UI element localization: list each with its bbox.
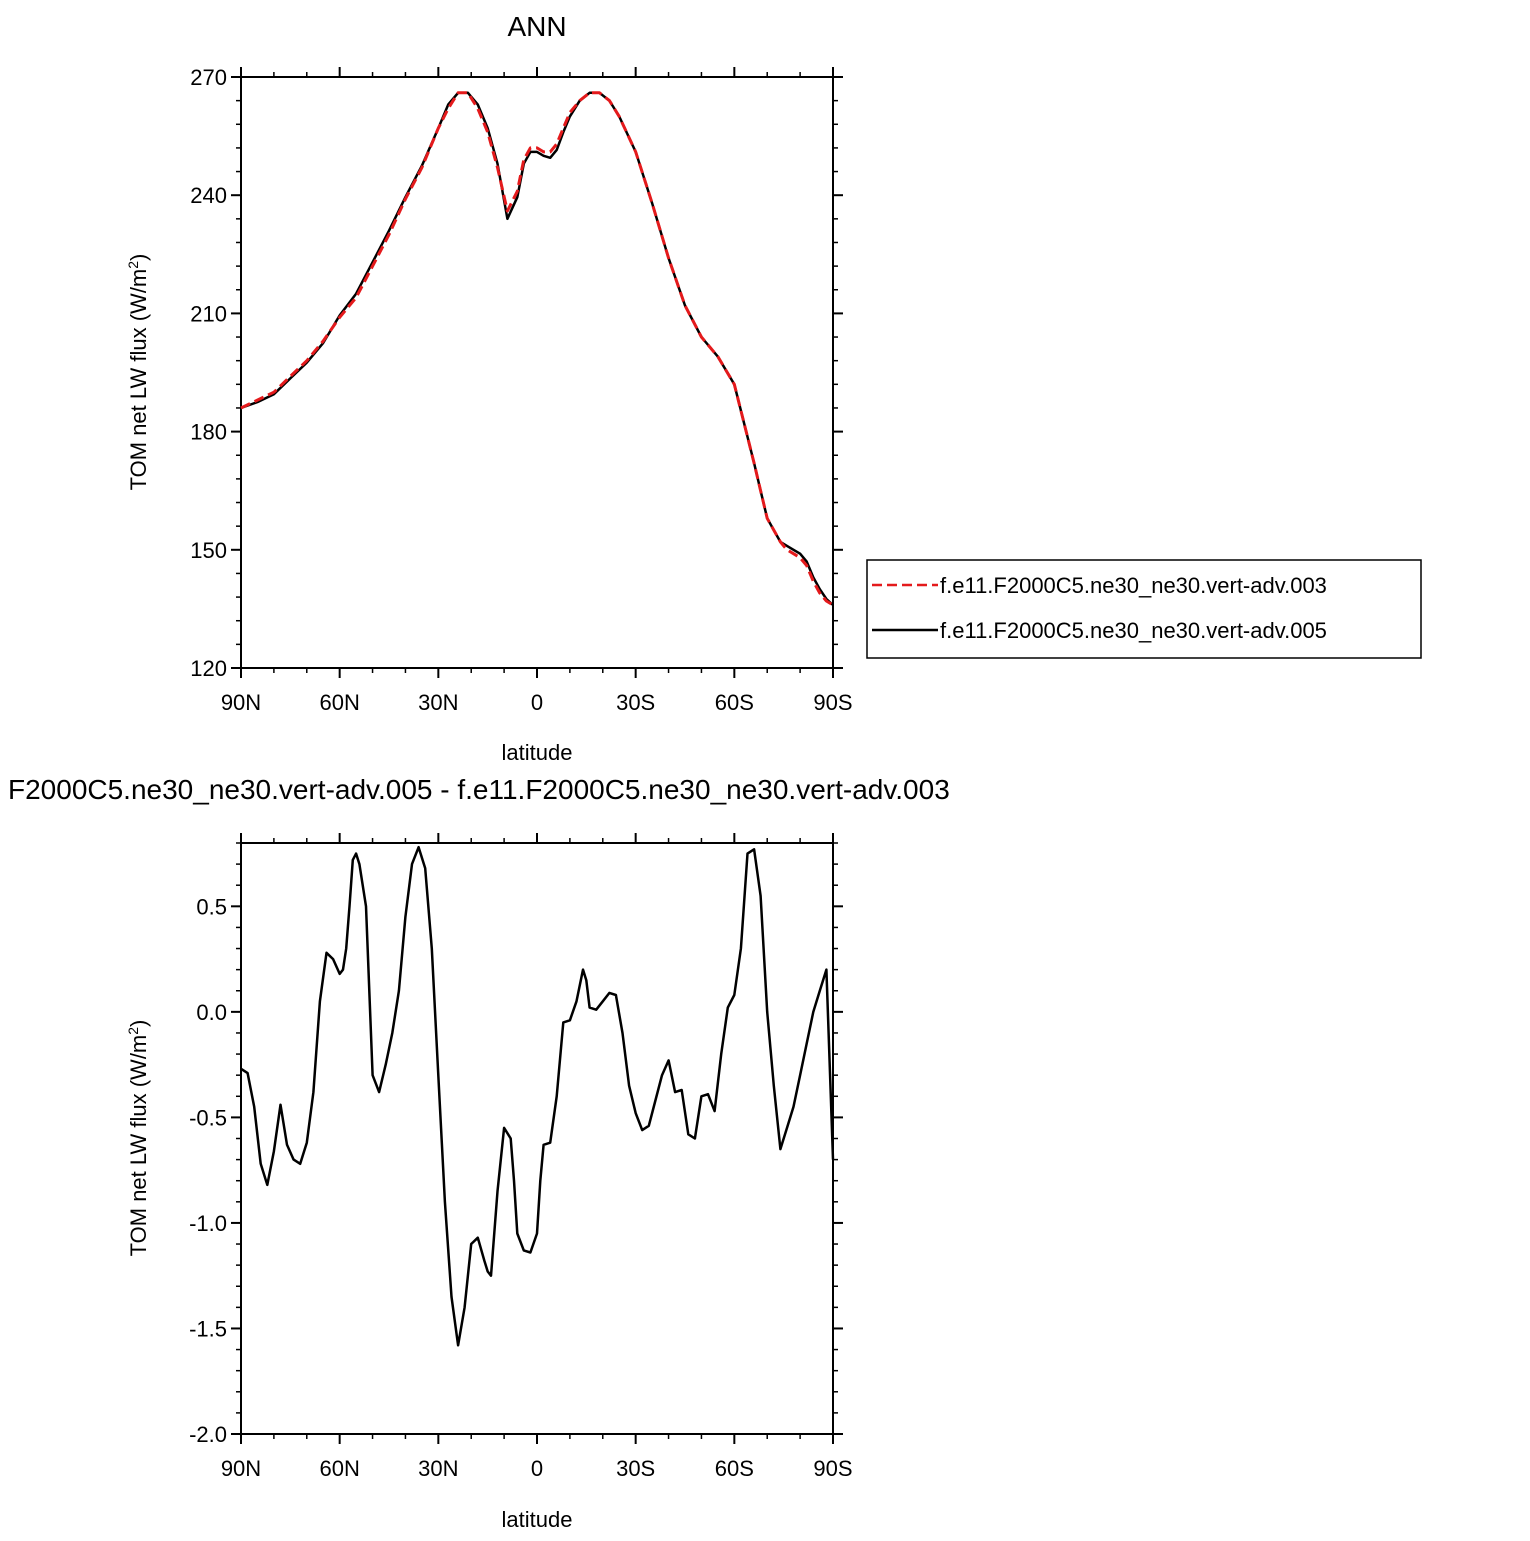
top-ytick-label: 270 [190, 65, 227, 90]
bottom-xtick-label: 30N [418, 1456, 458, 1481]
bottom-xtick-label: 30S [616, 1456, 655, 1481]
legend: f.e11.F2000C5.ne30_ne30.vert-adv.003 f.e… [866, 559, 1422, 659]
bottom-yaxis-title-tail: ) [126, 1020, 151, 1027]
top-xtick-label: 60N [319, 690, 359, 715]
bottom-xtick-label: 60N [319, 1456, 359, 1481]
top-ytick-label: 180 [190, 420, 227, 445]
top-xaxis-title: latitude [502, 740, 573, 765]
top-xtick-label: 30N [418, 690, 458, 715]
top-ytick-label: 120 [190, 656, 227, 681]
legend-box [866, 559, 1422, 659]
bottom-chart-title: F2000C5.ne30_ne30.vert-adv.005 - f.e11.F… [8, 774, 950, 805]
top-yaxis-title-tail: ) [126, 254, 151, 261]
bottom-xtick-label: 90N [221, 1456, 261, 1481]
top-yaxis-title-sup: 2 [125, 261, 141, 269]
top-ytick-label: 210 [190, 301, 227, 326]
legend-label-series-1: f.e11.F2000C5.ne30_ne30.vert-adv.003 [940, 573, 1327, 598]
bottom-yaxis-title-main: TOM net LW flux (W/m [126, 1035, 151, 1257]
bottom-ytick-label: 0.0 [196, 1000, 227, 1025]
bottom-series-line-1 [240, 845, 835, 1347]
top-series-lines [240, 91, 834, 607]
bottom-ytick-label: -1.0 [189, 1211, 227, 1236]
top-yaxis-title: TOM net LW flux (W/m2) [125, 254, 151, 491]
legend-label-series-2: f.e11.F2000C5.ne30_ne30.vert-adv.005 [940, 618, 1327, 643]
top-plot-frame [240, 76, 834, 669]
top-xtick-label: 90N [221, 690, 261, 715]
bottom-xtick-label: 60S [715, 1456, 754, 1481]
bottom-xtick-label: 0 [531, 1456, 543, 1481]
top-xtick-label: 30S [616, 690, 655, 715]
bottom-yaxis-title: TOM net LW flux (W/m2) [125, 1020, 151, 1257]
bottom-axis-ticks: 90N 60N 30N 0 30S 60S 90S -2.0 -1.5 -1.0 -0.5 0.0 0.… [189, 833, 853, 1481]
bottom-ytick-label: -2.0 [189, 1422, 227, 1447]
top-yaxis-title-main: TOM net LW flux (W/m [126, 269, 151, 491]
top-ytick-label: 240 [190, 183, 227, 208]
top-xtick-label: 90S [813, 690, 852, 715]
top-series-line-1 [240, 91, 834, 606]
top-xtick-label: 0 [531, 690, 543, 715]
bottom-ytick-label: -0.5 [189, 1105, 227, 1130]
bottom-plot-frame [240, 842, 834, 1435]
top-axis-ticks: 90N 60N 30N 0 30S 60S 90S 120 150 180 210 240 270 [190, 65, 852, 715]
top-xtick-label: 60S [715, 690, 754, 715]
top-chart-title: ANN [507, 11, 566, 42]
top-line-chart: ANN 90N 60N 30N 0 30S 60S 90S 120 150 180 210 240 27… [125, 11, 1422, 765]
bottom-yaxis-title-sup: 2 [125, 1027, 141, 1035]
top-ytick-label: 150 [190, 538, 227, 563]
bottom-xaxis-title: latitude [502, 1507, 573, 1532]
bottom-xtick-label: 90S [813, 1456, 852, 1481]
bottom-series-lines [240, 845, 835, 1347]
bottom-ytick-label: 0.5 [196, 894, 227, 919]
bottom-ytick-label: -1.5 [189, 1316, 227, 1341]
bottom-line-chart: F2000C5.ne30_ne30.vert-adv.005 - f.e11.F… [8, 774, 950, 1532]
top-series-line-2 [240, 91, 834, 607]
